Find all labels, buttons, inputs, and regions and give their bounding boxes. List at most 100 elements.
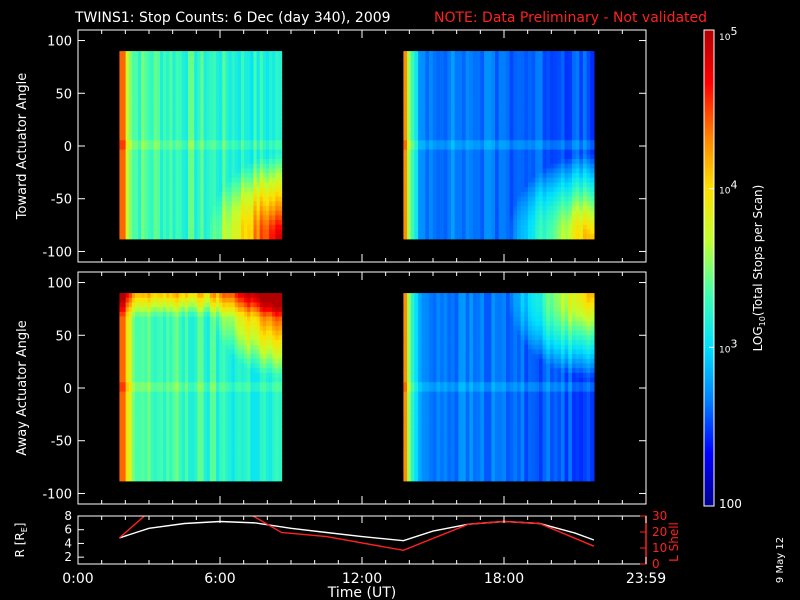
heatmap-cell <box>125 401 130 407</box>
heatmap-cell <box>564 121 569 127</box>
heatmap-cell <box>418 107 423 113</box>
heatmap-cell <box>491 98 496 104</box>
heatmap-cell <box>571 215 577 221</box>
heatmap-cell <box>531 210 536 216</box>
heatmap-cell <box>275 98 280 104</box>
heatmap-cell <box>141 340 145 346</box>
heatmap-cell <box>272 168 276 174</box>
heatmap-cell <box>546 182 551 188</box>
heatmap-cell <box>131 447 136 454</box>
heatmap-cell <box>557 215 562 221</box>
heatmap-cell <box>476 229 481 235</box>
heatmap-cell <box>169 88 174 94</box>
heatmap-cell <box>575 55 580 62</box>
heatmap-cell <box>487 168 492 174</box>
heatmap-cell <box>520 144 525 151</box>
heatmap-cell <box>191 130 195 137</box>
heatmap-cell <box>244 140 248 146</box>
heatmap-cell <box>495 149 500 155</box>
heatmap-layer <box>119 51 595 240</box>
heatmap-cell <box>564 159 569 165</box>
heatmap-cell <box>265 144 270 151</box>
heatmap-cell <box>454 201 459 207</box>
heatmap-cell <box>451 224 456 231</box>
heatmap-cell <box>454 65 459 71</box>
heatmap-cell <box>443 201 448 207</box>
heatmap-cell <box>153 410 158 416</box>
heatmap-cell <box>432 191 437 198</box>
heatmap-cell <box>568 224 573 231</box>
heatmap-cell <box>153 107 158 113</box>
heatmap-cell <box>225 196 230 202</box>
heatmap-cell <box>119 224 124 231</box>
heatmap-cell <box>163 102 167 108</box>
heatmap-cell <box>247 187 251 193</box>
heatmap-cell <box>141 457 145 463</box>
heatmap-cell <box>527 149 533 155</box>
heatmap-cell <box>244 182 248 188</box>
heatmap-cell <box>206 163 211 170</box>
heatmap-cell <box>159 452 164 458</box>
heatmap-cell <box>144 234 149 240</box>
heatmap-cell <box>184 196 189 202</box>
heatmap-cell <box>135 159 139 165</box>
heatmap-cell <box>141 433 145 440</box>
heatmap-cell <box>181 191 186 198</box>
heatmap-cell <box>172 297 177 304</box>
heatmap-cell <box>128 201 133 207</box>
heatmap-cell <box>156 433 161 440</box>
heatmap-cell <box>443 224 448 231</box>
heatmap-cell <box>436 98 441 104</box>
heatmap-cell <box>209 196 214 202</box>
heatmap-cell <box>568 140 573 146</box>
heatmap-cell <box>188 154 192 160</box>
heatmap-cell <box>253 154 258 160</box>
heatmap-cell <box>156 210 161 216</box>
heatmap-cell <box>138 443 142 449</box>
heatmap-cell <box>250 163 255 170</box>
heatmap-cell <box>458 130 463 137</box>
heatmap-cell <box>194 210 198 216</box>
heatmap-cell <box>414 210 419 216</box>
heatmap-cell <box>141 215 145 221</box>
heatmap-cell <box>141 401 145 407</box>
heatmap-cell <box>451 130 456 137</box>
heatmap-cell <box>535 107 540 113</box>
heatmap-cell <box>253 215 258 221</box>
heatmap-cell <box>432 182 437 188</box>
heatmap-cell <box>209 130 214 137</box>
heatmap-cell <box>564 234 569 240</box>
heatmap-cell <box>178 116 183 123</box>
heatmap-cell <box>159 372 164 379</box>
heatmap-cell <box>484 187 489 193</box>
heatmap-cell <box>568 130 573 137</box>
heatmap-cell <box>125 443 130 449</box>
heatmap-cell <box>262 93 267 99</box>
heatmap-cell <box>509 154 514 160</box>
heatmap-cell <box>275 205 280 212</box>
heatmap-cell <box>159 344 164 350</box>
heatmap-cell <box>159 311 164 318</box>
heatmap-cell <box>520 149 525 155</box>
heatmap-cell <box>191 168 195 174</box>
heatmap-cell <box>586 65 591 71</box>
heatmap-cell <box>203 55 208 62</box>
heatmap-cell <box>484 215 489 221</box>
heatmap-cell <box>513 51 518 57</box>
heatmap-cell <box>175 325 180 332</box>
heatmap-cell <box>531 159 536 165</box>
heatmap-cell <box>509 187 514 193</box>
heatmap-cell <box>175 358 180 365</box>
heatmap-cell <box>443 177 448 184</box>
heatmap-cell <box>125 69 130 76</box>
heatmap-cell <box>247 140 251 146</box>
heatmap-cell <box>166 210 170 216</box>
heatmap-cell <box>231 126 236 132</box>
heatmap-cell <box>150 471 155 477</box>
heatmap-cell <box>147 88 152 94</box>
heatmap-cell <box>135 307 139 313</box>
heatmap-cell <box>487 88 492 94</box>
heatmap-cell <box>590 98 595 104</box>
heatmap-cell <box>156 415 161 421</box>
heatmap-cell <box>206 55 211 62</box>
